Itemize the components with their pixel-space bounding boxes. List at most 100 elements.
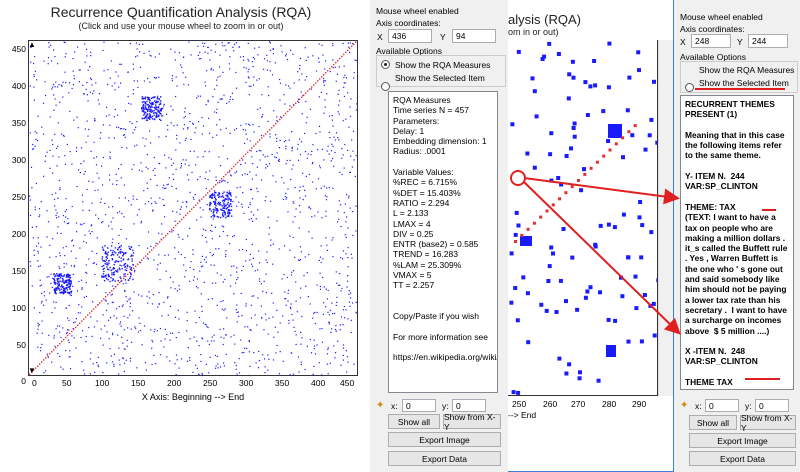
recurrence-point xyxy=(211,255,213,257)
recurrence-point xyxy=(253,76,255,78)
recurrence-point xyxy=(55,328,57,330)
recurrence-point xyxy=(139,330,142,332)
recurrence-point xyxy=(185,159,187,161)
recurrence-point xyxy=(107,247,109,249)
right-zoom-x-spinner[interactable]: 0 xyxy=(705,399,739,412)
recurrence-point xyxy=(224,203,226,205)
recurrence-point xyxy=(289,374,291,375)
recurrence-point xyxy=(109,348,111,350)
diagonal-point xyxy=(241,157,243,159)
recurrence-point xyxy=(219,98,221,100)
right-y-coordinate-field[interactable]: 244 xyxy=(748,34,788,48)
recurrence-point xyxy=(98,93,100,95)
recurrence-point xyxy=(147,108,149,110)
left-plot-area[interactable] xyxy=(28,40,358,376)
recurrence-point xyxy=(120,321,122,323)
recurrence-point xyxy=(211,194,214,196)
recurrence-point xyxy=(157,109,159,111)
recurrence-point xyxy=(105,276,107,278)
recurrence-point xyxy=(204,323,206,325)
recurrence-point xyxy=(53,335,55,337)
recurrence-point xyxy=(210,264,212,266)
recurrence-point xyxy=(57,226,59,228)
right-radio-measures-label[interactable]: Show the RQA Measures xyxy=(699,65,795,75)
recurrence-point xyxy=(283,245,286,247)
zoom-plot-area[interactable] xyxy=(508,40,658,396)
recurrence-point xyxy=(106,309,108,311)
recurrence-point xyxy=(305,100,307,103)
recurrence-point xyxy=(70,290,73,292)
right-selected-item-textbox[interactable]: RECURRENT THEMES PRESENT (1) Meaning tha… xyxy=(680,95,794,390)
middle-rqa-measures-textbox[interactable]: RQA Measures Time series N = 457 Paramet… xyxy=(388,91,498,393)
recurrence-point xyxy=(235,127,238,130)
recurrence-point xyxy=(175,76,177,78)
recurrence-point xyxy=(59,277,62,279)
recurrence-point xyxy=(206,325,208,328)
recurrence-point xyxy=(33,76,35,78)
recurrence-point xyxy=(36,140,39,142)
middle-x-coordinate-field[interactable]: 436 xyxy=(388,29,432,43)
right-show-all-button[interactable]: Show all xyxy=(689,415,737,430)
recurrence-point xyxy=(101,275,103,277)
right-export-data-button[interactable]: Export Data xyxy=(689,451,796,466)
recurrence-point xyxy=(346,216,348,218)
recurrence-point xyxy=(272,243,274,245)
middle-show-from-xy-button[interactable]: Show from X-Y xyxy=(443,412,501,432)
recurrence-point xyxy=(110,355,112,357)
middle-zoom-x-spinner[interactable]: 0 xyxy=(402,399,436,412)
middle-radio-selected-label[interactable]: Show the Selected Item xyxy=(395,73,485,83)
right-x-coordinate-field[interactable]: 248 xyxy=(691,34,731,48)
middle-export-data-button[interactable]: Export Data xyxy=(388,451,501,466)
right-export-image-button[interactable]: Export Image xyxy=(689,433,796,448)
middle-zoom-y-spinner[interactable]: 0 xyxy=(452,399,486,412)
recurrence-point xyxy=(289,87,291,89)
middle-radio-selected[interactable] xyxy=(381,82,390,91)
right-radio-measures[interactable] xyxy=(685,83,694,92)
recurrence-point xyxy=(606,222,611,227)
recurrence-point xyxy=(223,204,225,206)
zoom-vertical-scrollbar[interactable] xyxy=(658,40,673,396)
right-zoom-y-spinner[interactable]: 0 xyxy=(755,399,789,412)
scroll-up-arrow-icon[interactable]: ▲ xyxy=(28,40,36,49)
recurrence-point xyxy=(39,214,41,216)
recurrence-point xyxy=(69,350,71,352)
diagonal-point xyxy=(57,345,59,347)
recurrence-point xyxy=(311,216,313,218)
recurrence-point xyxy=(122,259,124,261)
recurrence-point xyxy=(96,320,98,322)
right-radio-selected-label[interactable]: Show the Selected Item xyxy=(699,78,789,88)
recurrence-point xyxy=(113,365,115,367)
middle-show-all-button[interactable]: Show all xyxy=(388,414,440,429)
recurrence-point xyxy=(175,354,178,356)
recurrence-point xyxy=(297,98,300,100)
recurrence-point xyxy=(78,304,80,306)
recurrence-point xyxy=(91,335,93,337)
recurrence-point xyxy=(106,266,108,268)
recurrence-point xyxy=(159,354,162,356)
middle-radio-measures-label[interactable]: Show the RQA Measures xyxy=(395,60,491,70)
recurrence-point xyxy=(180,253,182,256)
recurrence-point xyxy=(270,244,272,246)
middle-y-coordinate-field[interactable]: 94 xyxy=(452,29,496,43)
recurrence-point xyxy=(198,373,200,375)
right-show-from-xy-button[interactable]: Show from X-Y xyxy=(740,413,796,433)
recurrence-point xyxy=(66,273,69,275)
scroll-down-arrow-icon[interactable]: ▼ xyxy=(28,366,36,375)
recurrence-point xyxy=(264,156,266,158)
recurrence-point xyxy=(147,168,149,170)
recurrence-point xyxy=(214,196,216,198)
middle-export-image-button[interactable]: Export Image xyxy=(388,432,501,447)
recurrence-point xyxy=(142,103,145,106)
recurrence-point xyxy=(53,288,56,290)
middle-radio-measures[interactable] xyxy=(381,60,390,69)
recurrence-point xyxy=(214,198,217,200)
recurrence-point xyxy=(344,143,346,146)
y-tick: 250 xyxy=(11,192,26,202)
recurrence-point xyxy=(37,260,39,262)
recurrence-point xyxy=(341,287,343,289)
recurrence-point xyxy=(112,206,114,208)
recurrence-point xyxy=(338,284,340,286)
recurrence-point xyxy=(509,300,514,305)
recurrence-point xyxy=(211,193,214,195)
recurrence-point xyxy=(636,50,641,55)
